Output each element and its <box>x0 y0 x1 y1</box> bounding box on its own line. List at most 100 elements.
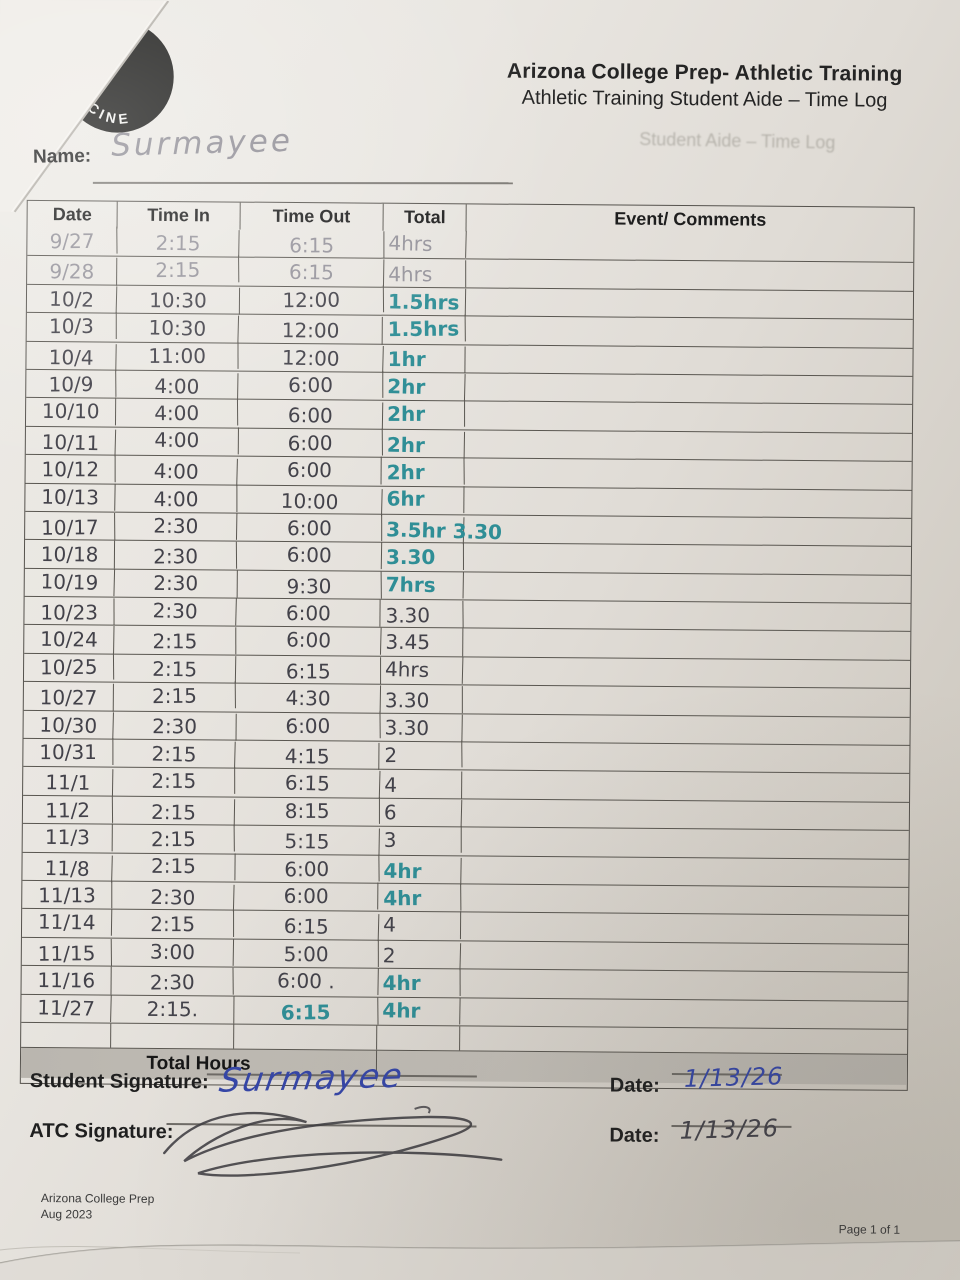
time-in-cell: 2:30 <box>114 569 238 598</box>
time-out-cell: 6:00 <box>237 513 382 542</box>
time-in-cell: 11:00 <box>116 341 240 369</box>
total-cell: 3.30 <box>380 600 465 630</box>
time-in-cell: 2:15 <box>114 681 237 711</box>
time-out-cell: 6:15 <box>233 997 378 1026</box>
date-cell: 10/4 <box>26 342 118 372</box>
total-cell: 4hrs <box>383 228 468 259</box>
time-in-cell: 2:30 <box>115 510 239 541</box>
time-out-cell: 6:00 <box>237 540 382 570</box>
total-cell: 3.30 <box>381 543 465 571</box>
time-in-cell: 2:30 <box>112 881 236 913</box>
total-cell: 1.5hrs <box>382 314 467 343</box>
time-in-cell: 3:00 <box>111 936 235 967</box>
total-cell: 3.30 <box>379 686 464 714</box>
total-cell: 6 <box>378 797 463 828</box>
time-out-cell: 6:00 <box>234 881 379 910</box>
time-out-cell: 6:00 <box>234 854 379 883</box>
time-in-cell: 2:30 <box>115 541 238 571</box>
time-in-cell: 2:15 <box>114 653 237 684</box>
student-date-label: Date: <box>609 1074 660 1097</box>
time-out-cell: 6:15 <box>236 657 381 685</box>
total-cell: 3.30 <box>379 712 464 742</box>
time-in-cell: 4:00 <box>116 426 239 455</box>
time-out-cell: 6:15 <box>234 910 379 942</box>
date-cell: 10/10 <box>25 397 117 426</box>
time-out-cell: 6:00 . <box>234 965 379 996</box>
time-out-cell: 6:15 <box>235 767 380 799</box>
form-subtitle: Athletic Training Student Aide – Time Lo… <box>521 86 888 112</box>
col-header-total: Total <box>383 203 468 232</box>
time-in-cell: 2:15 <box>112 824 236 854</box>
date-cell: 10/30 <box>23 709 115 740</box>
date-cell: 10/3 <box>26 312 118 340</box>
date-cell: 11/1 <box>22 768 114 798</box>
date-cell: 10/13 <box>25 481 117 511</box>
col-header-comments: Event/ Comments <box>614 208 767 230</box>
time-in-cell: 2:15 <box>113 738 237 770</box>
comment-cell <box>462 856 909 884</box>
date-cell: 10/23 <box>24 598 115 626</box>
time-in-cell: 2:15 <box>113 767 236 795</box>
atc-signature-label: ATC Signature: <box>29 1119 174 1144</box>
time-in-cell: 2:30 <box>111 967 235 997</box>
comment-cell <box>461 940 908 971</box>
time-in-cell: 4:00 <box>115 455 239 487</box>
date-cell: 10/9 <box>26 369 117 399</box>
comment-cell <box>464 630 911 662</box>
time-in-cell: 4:00 <box>115 484 239 513</box>
name-handwritten-value: Surmayee <box>110 122 294 164</box>
total-cell: 4 <box>379 771 463 800</box>
footer-org-line2: Aug 2023 <box>40 1207 93 1222</box>
total-cell: 4hrs <box>383 260 467 289</box>
time-in-cell: 2:15 <box>112 910 235 938</box>
time-log-table: Date Time In Time Out Total Event/ Comme… <box>19 199 915 1091</box>
footer-org-line1: Arizona College Prep <box>40 1191 155 1206</box>
date-cell: 9/27 <box>27 226 118 255</box>
comment-cell <box>465 514 912 545</box>
total-cell: 3.45 <box>380 628 464 657</box>
name-label: Name: <box>32 145 92 168</box>
time-out-cell: 8:15 <box>235 796 380 825</box>
comment-cell <box>465 430 912 458</box>
date-cell: 11/27 <box>21 992 113 1023</box>
comment-cell <box>462 769 909 801</box>
col-header-time-in: Time In <box>117 201 241 230</box>
total-cell: 4 <box>378 910 462 939</box>
total-cell: 6hr <box>381 485 465 514</box>
comment-cell <box>466 291 913 319</box>
time-in-cell: 2:30 <box>113 712 237 741</box>
time-in-cell: 2:15 <box>117 255 240 285</box>
bleed-through-ghost-text: Student Aide – Time Log <box>639 129 836 153</box>
date-cell: 10/27 <box>23 683 115 712</box>
date-cell: 10/19 <box>24 566 116 597</box>
date-cell: 9/28 <box>27 257 118 286</box>
total-cell: 2hr <box>382 400 466 428</box>
atc-signature-handwritten <box>163 1105 503 1177</box>
form-header: Arizona College Prep- Athletic Training … <box>469 59 939 113</box>
time-out-cell: 5:15 <box>235 826 380 857</box>
atc-date-label: Date: <box>609 1124 660 1147</box>
comment-cell <box>466 343 913 375</box>
name-underline <box>92 181 513 185</box>
total-cell: 1hr <box>382 345 467 374</box>
time-out-cell: 6:00 <box>236 710 380 740</box>
time-in-cell: 2:15 <box>112 851 236 881</box>
time-out-cell: 6:15 <box>240 231 384 259</box>
date-cell: 10/24 <box>24 624 115 654</box>
date-cell: 11/16 <box>21 966 113 995</box>
time-out-cell: 12:00 <box>239 285 384 314</box>
time-out-cell: 12:00 <box>239 315 383 345</box>
footer-org: Arizona College Prep Aug 2023 <box>41 1190 155 1223</box>
time-in-cell: 2:15 <box>117 228 241 258</box>
time-out-cell: 6:00 <box>237 598 381 628</box>
time-out-cell: 6:00 <box>238 400 383 431</box>
footer-page-number: Page 1 of 1 <box>838 1222 901 1237</box>
time-out-cell: 6:00 <box>236 624 381 656</box>
time-out-cell: 6:00 <box>238 455 382 485</box>
atc-date-handwritten: 1/13/26 <box>679 1114 780 1145</box>
time-out-cell: 6:00 <box>238 370 383 399</box>
date-cell: 10/12 <box>25 455 117 483</box>
total-cell: 4hr <box>378 883 462 912</box>
total-cell: 2hr <box>382 371 467 402</box>
